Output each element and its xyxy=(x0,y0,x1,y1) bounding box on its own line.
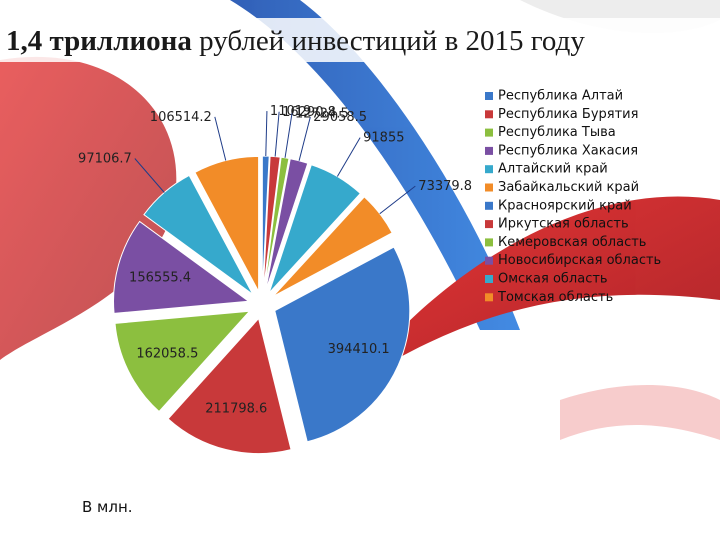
data-label: 12724.5 xyxy=(295,106,349,121)
legend-swatch xyxy=(485,220,493,229)
data-label: 106514.2 xyxy=(150,110,212,125)
legend-swatch xyxy=(485,256,493,265)
pie-slice xyxy=(113,220,250,314)
pie-slice xyxy=(274,246,411,443)
leader-line xyxy=(134,158,165,193)
data-label: 97106.7 xyxy=(78,152,132,167)
legend: Республика Алтай Республика Бурятия Респуб… xyxy=(485,89,661,305)
legend-swatch xyxy=(485,238,493,247)
legend-swatch xyxy=(485,275,493,283)
legend-label: Алтайский край xyxy=(498,162,608,177)
legend-label: Томская область xyxy=(497,290,613,305)
pie-slice xyxy=(194,155,260,292)
legend-label: Республика Хакасия xyxy=(498,143,638,158)
leader-line xyxy=(274,111,280,157)
title-rest: рублей инвестиций в 2015 году xyxy=(199,25,585,57)
data-label: 156555.4 xyxy=(129,271,191,286)
pie-slice xyxy=(167,317,292,455)
legend-label: Иркутская область xyxy=(498,217,629,232)
data-label: 16290.8 xyxy=(282,105,336,120)
chart-title: 1,4 триллиона рублей инвестиций в 2015 г… xyxy=(6,25,585,57)
leader-line xyxy=(298,116,311,161)
legend-swatch xyxy=(485,110,493,119)
legend-label: Красноярский край xyxy=(498,198,632,213)
title-bold: 1,4 триллиона xyxy=(6,25,192,57)
legend-label: Кемеровская область xyxy=(498,235,646,250)
legend-label: Забайкальский край xyxy=(498,180,639,195)
leader-line xyxy=(379,185,416,215)
data-label: 91855 xyxy=(363,131,404,146)
legend-label: Новосибирская область xyxy=(498,253,661,268)
data-label: 162058.5 xyxy=(136,346,198,361)
pie-slice xyxy=(114,310,251,413)
legend-label: Республика Бурятия xyxy=(498,107,638,122)
legend-swatch xyxy=(485,165,493,174)
legend-swatch xyxy=(485,128,493,137)
legend-label: Республика Алтай xyxy=(498,89,623,104)
pie-slice xyxy=(272,196,393,297)
title-band xyxy=(0,18,720,62)
leader-line xyxy=(265,111,268,157)
leader-line xyxy=(214,116,227,161)
pie-slice xyxy=(261,155,270,292)
data-label: 394410.1 xyxy=(328,342,390,357)
pie-slice xyxy=(143,174,254,295)
pie-slice xyxy=(264,158,309,292)
data-label: 11019 xyxy=(270,104,311,119)
legend-swatch xyxy=(485,92,493,100)
legend-swatch xyxy=(485,201,493,210)
unit-note: В млн. xyxy=(82,498,133,516)
leader-line xyxy=(284,113,293,158)
leader-line xyxy=(336,137,361,177)
data-label: 29058.5 xyxy=(313,110,367,125)
legend-swatch xyxy=(485,183,493,192)
data-label: 211798.6 xyxy=(205,402,267,417)
legend-swatch xyxy=(485,146,493,155)
legend-swatch xyxy=(485,293,493,302)
legend-label: Омская область xyxy=(498,272,608,287)
pie-slice xyxy=(263,156,290,292)
legend-label: Республика Тыва xyxy=(498,125,616,140)
data-label: 73379.8 xyxy=(418,179,472,194)
